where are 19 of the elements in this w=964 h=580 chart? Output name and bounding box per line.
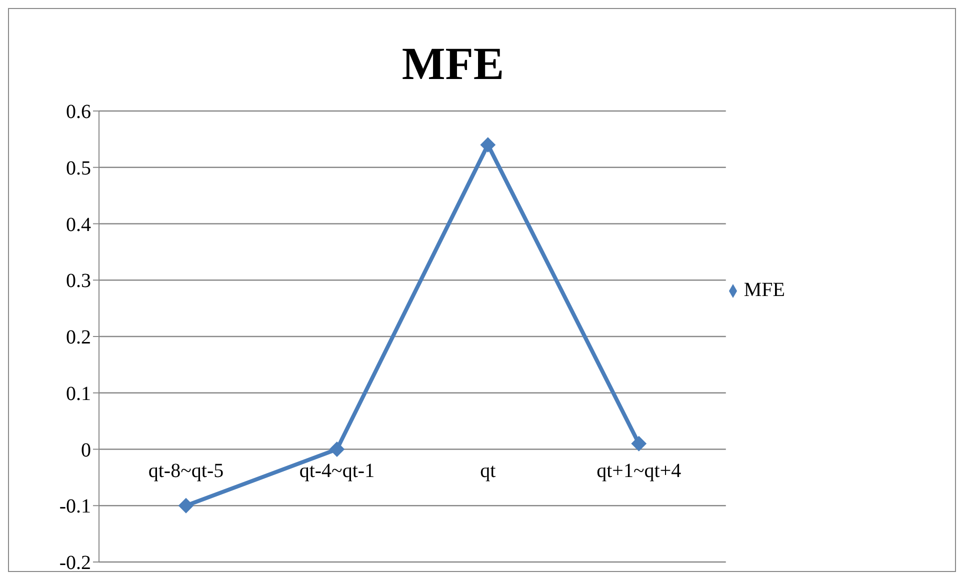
x-tick-label: qt [480,460,496,482]
y-tick-label: 0.5 [66,157,91,180]
legend-label: MFE [744,278,785,300]
y-tick-label: 0 [81,439,91,462]
y-tick-label: 0.4 [66,214,91,236]
y-tick-label: 0.6 [66,101,91,124]
point [329,442,344,457]
x-tick-label: qt-8~qt-5 [148,460,224,482]
x-tick-label: qt+1~qt+4 [596,460,682,482]
point [480,137,496,152]
chart-title: MFE [400,37,506,90]
point [178,498,194,514]
y-tick-label: 0.3 [66,270,91,292]
y-tick-label: -0.2 [59,552,91,574]
y-tick-label: 0.2 [66,326,91,349]
point [631,436,646,452]
x-tick-label: qt-4~qt-1 [299,460,375,482]
y-tick-label: 0.1 [66,382,91,405]
y-tick-label: -0.1 [59,496,91,518]
